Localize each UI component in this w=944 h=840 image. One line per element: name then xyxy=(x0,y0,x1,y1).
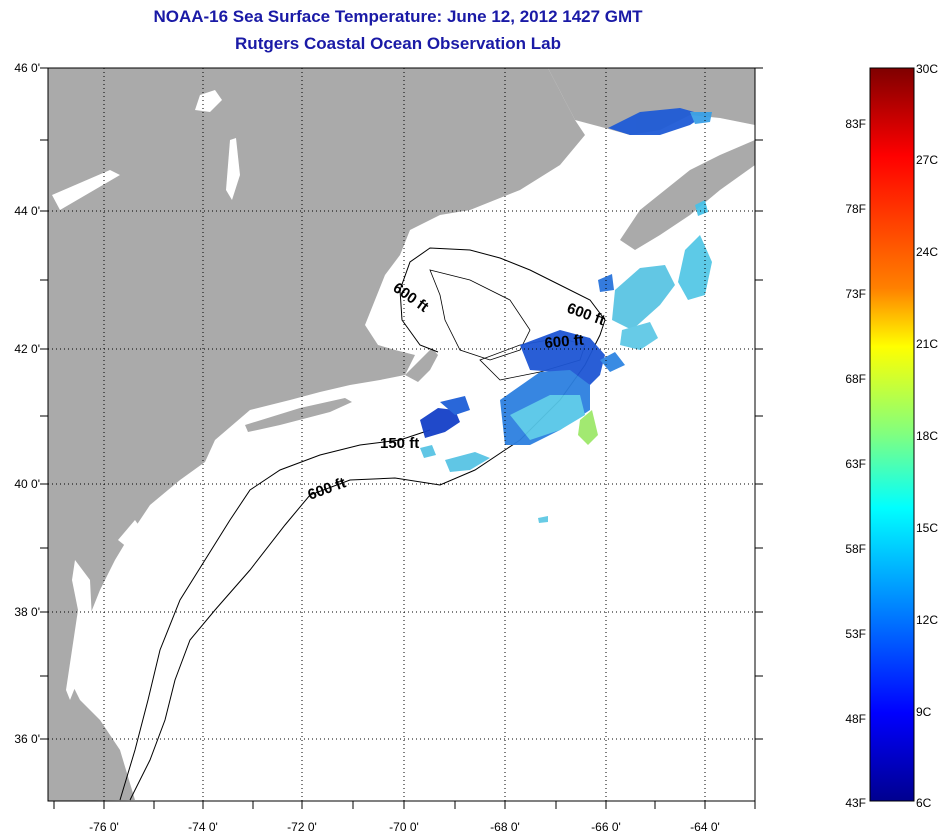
lon-label: -66 0' xyxy=(591,820,621,834)
colorbar-c-label: 18C xyxy=(916,429,939,443)
colorbar-f-label: 53F xyxy=(845,627,866,641)
sst-patch xyxy=(440,396,470,415)
map-title: NOAA-16 Sea Surface Temperature: June 12… xyxy=(153,7,643,26)
lake xyxy=(226,138,240,200)
delaware-bay xyxy=(118,520,142,548)
colorbar-c-label: 24C xyxy=(916,245,939,259)
colorbar xyxy=(869,67,915,802)
colorbar-c-label: 9C xyxy=(916,705,932,719)
lat-label: 38 0' xyxy=(14,605,40,619)
sst-patch xyxy=(538,516,548,523)
lon-label: -70 0' xyxy=(389,820,419,834)
sst-patch xyxy=(578,410,598,445)
colorbar-c-label: 6C xyxy=(916,796,932,810)
lat-label: 36 0' xyxy=(14,732,40,746)
sst-patch xyxy=(420,445,436,458)
colorbar-f-label: 43F xyxy=(845,796,866,810)
sst-patch xyxy=(510,395,585,440)
sst-patch xyxy=(690,112,712,124)
land-us-mainland xyxy=(48,68,585,801)
sst-patch xyxy=(420,408,460,438)
sst-patch xyxy=(678,235,712,300)
sst-patch xyxy=(612,265,675,330)
land-nova-scotia xyxy=(620,140,755,250)
colorbar-f-label: 68F xyxy=(845,372,866,386)
lon-label: -64 0' xyxy=(690,820,720,834)
lake xyxy=(195,90,222,112)
lat-label: 42 0' xyxy=(14,342,40,356)
map-subtitle: Rutgers Coastal Ocean Observation Lab xyxy=(235,34,561,53)
colorbar-c-label: 15C xyxy=(916,521,939,535)
land-long-island xyxy=(245,398,352,432)
colorbar-f-label: 73F xyxy=(845,287,866,301)
isobath-150ft xyxy=(119,429,431,801)
lon-label: -72 0' xyxy=(287,820,317,834)
map-frame xyxy=(47,67,756,802)
lat-label: 46 0' xyxy=(14,61,40,75)
lon-label: -76 0' xyxy=(89,820,119,834)
sst-patch xyxy=(520,330,605,385)
isobath-label: 150 ft xyxy=(380,435,419,452)
colorbar-c-label: 12C xyxy=(916,613,939,627)
colorbar-c-label: 30C xyxy=(916,62,939,76)
land-canada xyxy=(548,68,755,135)
lat-label: 44 0' xyxy=(14,204,40,218)
lon-label: -74 0' xyxy=(188,820,218,834)
sst-data xyxy=(420,108,712,523)
sst-patch xyxy=(620,322,658,350)
sst-patch xyxy=(598,274,614,292)
isobath-gulf-basin xyxy=(429,269,531,361)
sst-patch xyxy=(608,108,705,135)
colorbar-f-label: 83F xyxy=(845,117,866,131)
colorbar-f-label: 78F xyxy=(845,202,866,216)
isobath-label: 600 ft xyxy=(544,332,585,352)
sst-patch xyxy=(445,452,490,472)
chesapeake-bay xyxy=(66,560,92,700)
colorbar-f-label: 48F xyxy=(845,712,866,726)
colorbar-c-label: 27C xyxy=(916,153,939,167)
lon-label: -68 0' xyxy=(490,820,520,834)
colorbar-f-label: 63F xyxy=(845,457,866,471)
land-cape-cod xyxy=(405,348,438,382)
colorbar-c-label: 21C xyxy=(916,337,939,351)
tick-marks xyxy=(40,67,763,809)
colorbar-f-label: 58F xyxy=(845,542,866,556)
lat-label: 40 0' xyxy=(14,477,40,491)
lake xyxy=(52,170,120,210)
